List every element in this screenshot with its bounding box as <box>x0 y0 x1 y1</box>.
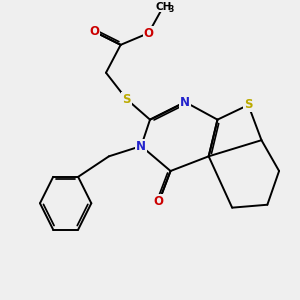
Text: O: O <box>143 27 154 40</box>
Text: S: S <box>122 93 131 106</box>
Text: 3: 3 <box>169 5 174 14</box>
Text: N: N <box>180 95 190 109</box>
Text: S: S <box>244 98 253 112</box>
Text: CH: CH <box>155 2 171 12</box>
Text: O: O <box>154 195 164 208</box>
Text: O: O <box>89 25 99 38</box>
Text: N: N <box>136 140 146 153</box>
